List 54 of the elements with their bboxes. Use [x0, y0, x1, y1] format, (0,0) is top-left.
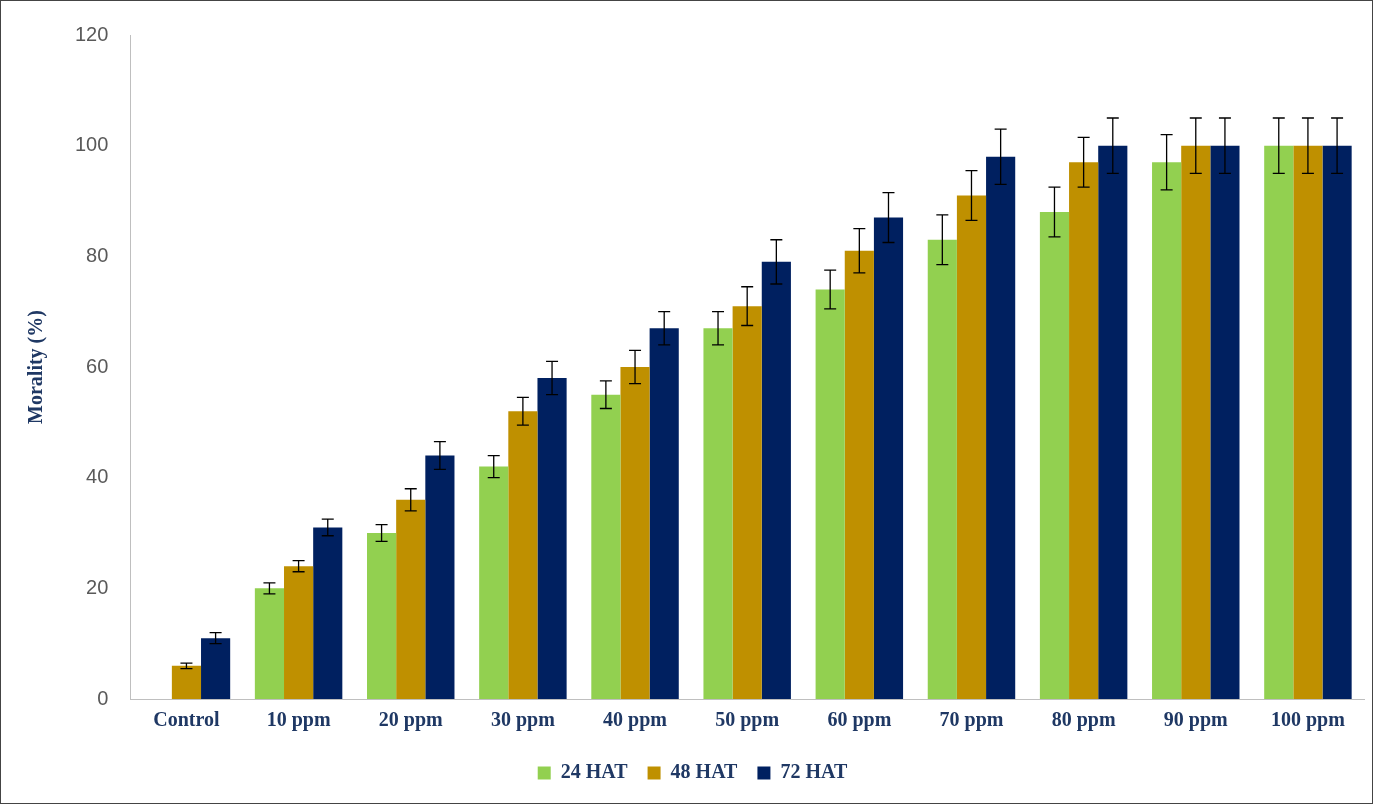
bar [956, 195, 987, 699]
bar [927, 239, 957, 699]
bar [537, 378, 567, 699]
y-tick-label: 0 [97, 686, 109, 709]
y-tick-label: 120 [74, 22, 109, 45]
bar [761, 261, 791, 699]
bar [479, 466, 509, 699]
x-tick-label: 20 ppm [378, 708, 444, 732]
x-tick-label: 70 ppm [939, 708, 1004, 732]
x-tick-label: 60 ppm [827, 708, 892, 732]
bar [284, 566, 314, 699]
bar [1210, 145, 1240, 699]
bar [508, 411, 538, 699]
bar [171, 665, 202, 699]
y-tick-label: 20 [86, 575, 109, 598]
bar [1152, 162, 1182, 699]
x-tick-label: Control [153, 708, 221, 731]
x-tick-label: 10 ppm [266, 708, 331, 732]
y-axis-title: Morality (%) [24, 310, 48, 424]
bar [1181, 145, 1211, 699]
bar [649, 328, 679, 699]
bar [591, 394, 621, 699]
legend-label: 24 HAT [560, 760, 629, 783]
bar [815, 289, 845, 699]
y-tick-label: 80 [86, 243, 109, 266]
bar [1098, 145, 1128, 699]
bar [703, 328, 733, 699]
bar [1322, 145, 1352, 699]
y-tick-label: 40 [86, 465, 109, 488]
bar [425, 455, 455, 699]
y-tick-label: 100 [74, 133, 109, 156]
bar [1039, 212, 1070, 699]
legend-label: 48 HAT [670, 760, 739, 783]
x-tick-label: 80 ppm [1051, 708, 1116, 732]
x-tick-label: 50 ppm [715, 708, 780, 732]
bar [396, 499, 426, 699]
x-tick-label: 40 ppm [603, 708, 668, 732]
x-tick-label: 100 ppm [1270, 708, 1346, 732]
bar [313, 527, 343, 699]
bar [620, 367, 650, 699]
legend-label: 72 HAT [780, 760, 848, 783]
bar [986, 156, 1016, 699]
bar [732, 306, 762, 699]
bar [367, 533, 397, 699]
y-tick-label: 60 [86, 354, 109, 377]
x-tick-label: 30 ppm [490, 708, 556, 732]
bar [1293, 145, 1323, 699]
bar [201, 638, 231, 699]
bar [844, 250, 874, 699]
x-tick-label: 90 ppm [1163, 708, 1229, 732]
bar [873, 217, 904, 699]
bar [1264, 145, 1294, 699]
bar [1069, 162, 1099, 699]
bar [254, 588, 285, 699]
